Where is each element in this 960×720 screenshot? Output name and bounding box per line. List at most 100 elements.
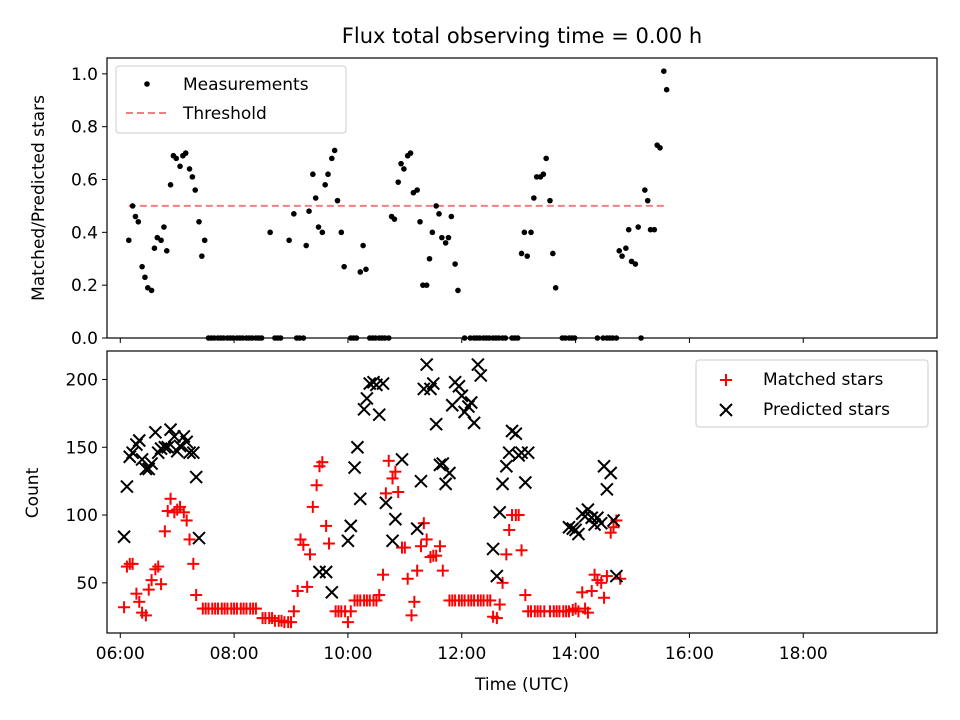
matched-point — [149, 563, 162, 576]
matched-point — [408, 595, 421, 608]
bottom-plot-frame — [106, 350, 938, 634]
measurement-point — [177, 163, 183, 170]
matched-point — [519, 589, 532, 602]
matched-point — [595, 576, 608, 589]
measurement-point — [189, 174, 196, 180]
predicted-point-b — [182, 445, 197, 460]
ytick-label: 1.0 — [71, 65, 98, 85]
predicted-point-b — [442, 466, 457, 480]
matched-point — [275, 614, 288, 627]
predicted-point — [161, 440, 175, 454]
matched-point — [389, 465, 402, 478]
predicted-point — [192, 531, 206, 545]
matched-point — [382, 454, 395, 467]
measurement-point — [524, 253, 531, 259]
measurement-point — [163, 248, 170, 254]
predicted-point-b — [594, 516, 608, 530]
matched-point — [177, 506, 190, 519]
predicted-point-b — [163, 422, 178, 437]
predicted-point-b — [585, 511, 599, 525]
predicted-point-b — [117, 530, 131, 544]
predicted-point-b — [167, 429, 182, 444]
predicted-point-b — [603, 466, 618, 480]
matched-point — [320, 519, 333, 532]
predicted-point-b — [376, 376, 390, 391]
measurement-point — [452, 261, 458, 267]
measurement-point — [310, 171, 316, 178]
predicted-point-b — [518, 475, 533, 490]
predicted-point-b — [486, 542, 500, 556]
bottom-y-axis-title: Count — [23, 467, 43, 518]
measurement-point — [651, 226, 658, 233]
matched-point — [512, 509, 525, 522]
bottom-ytick-labels: 50 100 150 200 — [66, 370, 98, 593]
xtick-label: 08:00 — [210, 644, 259, 664]
predicted-point — [603, 466, 618, 480]
predicted-point-b — [509, 426, 523, 441]
legend-matched-marker — [720, 374, 732, 386]
measurement-point — [401, 166, 407, 172]
chart-title: Flux total observing time = 0.00 h — [342, 24, 702, 48]
predicted-point — [426, 376, 441, 391]
measurement-point — [632, 261, 639, 267]
predicted-point — [571, 527, 586, 541]
predicted-point — [442, 466, 457, 480]
matched-point — [401, 572, 414, 585]
xtick-label: 14:00 — [551, 644, 600, 664]
measurement-point — [663, 86, 670, 93]
matched-point — [424, 551, 437, 564]
matched-point — [180, 514, 193, 527]
predicted-point-b — [410, 521, 424, 536]
bottom-ticks — [102, 378, 804, 638]
predicted-point-b — [521, 445, 535, 460]
measurement-point — [322, 181, 328, 188]
matched-point — [430, 549, 443, 562]
predicted-point — [594, 516, 608, 530]
matched-point — [171, 503, 184, 516]
ytick-label: 0.0 — [71, 329, 98, 349]
predicted-point-b — [350, 440, 365, 454]
measurement-point — [363, 266, 369, 273]
predicted-point-b — [436, 456, 450, 471]
matched-point — [158, 525, 171, 538]
predicted-point-b — [319, 565, 333, 579]
matched-point — [496, 576, 509, 589]
matched-point — [139, 609, 152, 622]
ytick-label: 0.6 — [71, 171, 98, 191]
matched-point — [493, 598, 506, 611]
predicted-point-b — [357, 402, 371, 417]
predicted-point-b — [590, 511, 605, 525]
matched-point — [161, 504, 174, 517]
predicted-point-b — [464, 395, 478, 410]
matched-point — [249, 602, 262, 615]
predicted-point-b — [426, 376, 441, 391]
predicted-point-b — [135, 452, 149, 467]
matched-point — [303, 548, 316, 561]
xtick-label: 10:00 — [323, 644, 372, 664]
predicted-point-b — [502, 445, 516, 460]
matched-point — [398, 541, 411, 554]
predicted-point — [357, 402, 371, 417]
measurement-point — [623, 245, 629, 251]
matched-point — [287, 605, 300, 618]
predicted-point — [385, 534, 400, 548]
xtick-label: 18:00 — [779, 644, 828, 664]
measurement-point — [455, 287, 461, 294]
predicted-point — [173, 439, 187, 453]
predicted-point — [585, 511, 599, 525]
measurement-point — [201, 237, 208, 244]
predicted-point — [414, 474, 428, 488]
measurement-point — [126, 237, 132, 244]
measurement-point — [173, 155, 180, 162]
ytick-label: 0.4 — [71, 223, 98, 243]
measurement-point — [196, 218, 202, 225]
ytick-label: 0.2 — [71, 276, 98, 296]
predicted-point — [436, 456, 450, 471]
bottom-series-matched — [118, 454, 627, 629]
measurement-point — [142, 274, 148, 281]
predicted-point — [347, 460, 362, 475]
predicted-point-b — [395, 452, 409, 467]
measurement-point — [550, 250, 556, 257]
predicted-point-b — [571, 527, 586, 541]
